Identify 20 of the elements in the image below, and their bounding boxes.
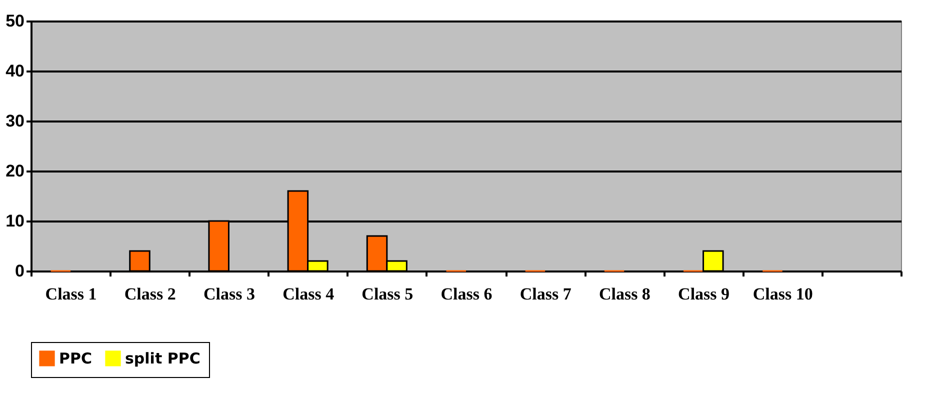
bar: [702, 250, 724, 272]
x-tick-label: Class 3: [203, 284, 255, 304]
x-tick-label: Class 7: [520, 284, 572, 304]
x-tick-label: Class 10: [752, 284, 813, 304]
x-tick-label: Class 9: [678, 284, 730, 304]
x-tick-label: Class 4: [282, 284, 335, 304]
y-tick-label: 30: [6, 112, 24, 130]
y-tick-label: 10: [6, 212, 24, 230]
x-tick-label: Class 1: [45, 284, 97, 304]
legend-label: split PPC: [125, 349, 200, 368]
y-tick-label: 20: [6, 162, 24, 180]
x-tick-label: Class 8: [598, 284, 650, 304]
y-tick-label: 0: [15, 262, 24, 280]
x-tick-label: Class 2: [124, 284, 176, 304]
bar: [129, 250, 150, 272]
x-tick-label: Class 6: [440, 284, 492, 304]
legend-label: PPC: [59, 349, 92, 368]
x-tick-label: Class 5: [362, 284, 414, 304]
y-tick-label: 50: [6, 12, 24, 30]
y-tick-label: 40: [6, 62, 24, 80]
